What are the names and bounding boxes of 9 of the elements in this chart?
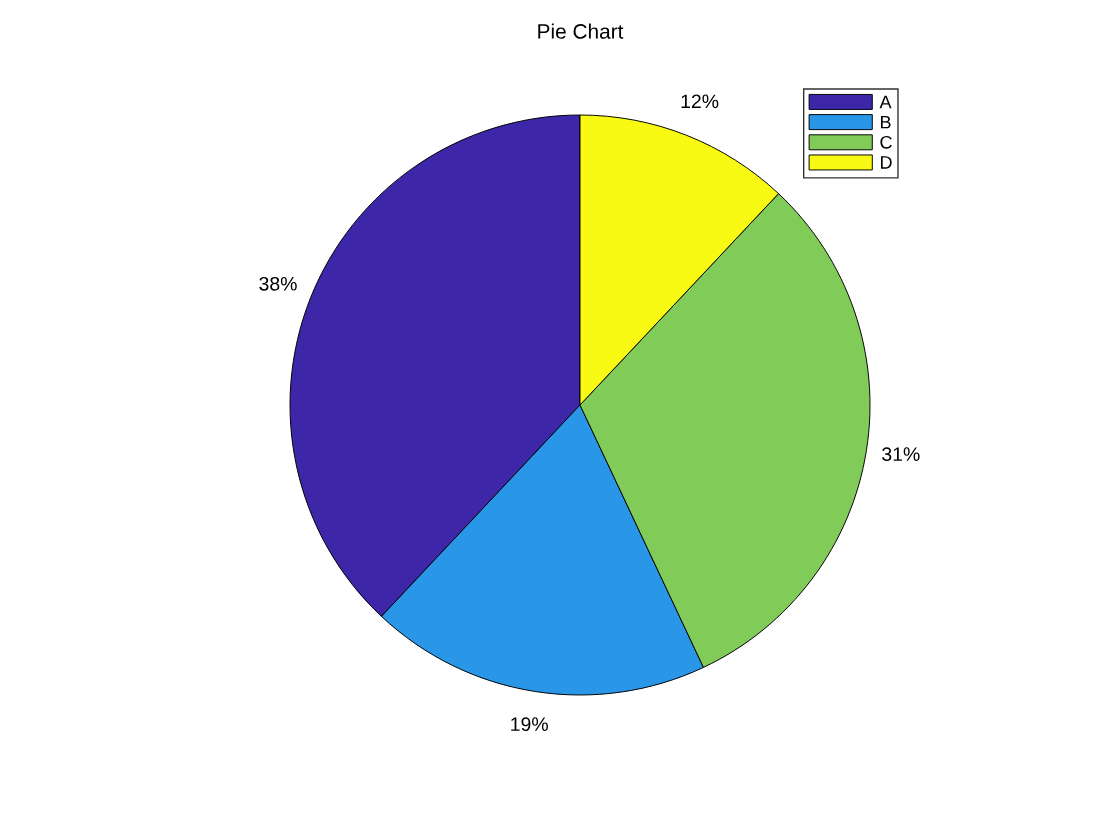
legend-label: B [881, 115, 891, 129]
data-label: 31% [882, 447, 920, 462]
legend-label: C [880, 135, 892, 149]
legend-label: A [879, 95, 892, 109]
data-label: 38% [259, 276, 297, 291]
legend-label: D [881, 156, 892, 169]
data-label: 19% [511, 717, 548, 732]
data-label: 12% [681, 94, 719, 109]
chart-title: Pie Chart [538, 23, 624, 39]
